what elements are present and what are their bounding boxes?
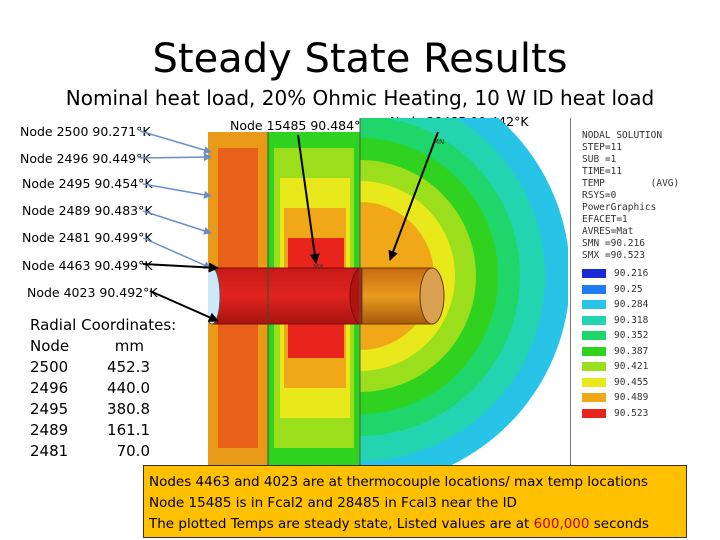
radial-node: 2495 bbox=[30, 400, 69, 418]
note-line-3-prefix: The plotted Temps are steady state, List… bbox=[149, 516, 534, 532]
legend-divider bbox=[570, 118, 571, 465]
node-label-2496: Node 2496 90.449°K bbox=[20, 151, 151, 166]
legend-swatch bbox=[582, 300, 606, 309]
legend-swatch bbox=[582, 331, 606, 340]
col-node-header: Node bbox=[30, 337, 70, 355]
node-label-15485: Node 15485 90.484°K bbox=[230, 118, 369, 133]
radial-row: 2496 440.0 bbox=[30, 379, 150, 400]
legend-header-line: RSYS=0 bbox=[582, 190, 617, 201]
legend-value: 90.352 bbox=[614, 330, 649, 341]
legend-header-line: TEMP (AVG) bbox=[582, 178, 680, 189]
node-label-4023: Node 4023 90.492°K bbox=[27, 285, 158, 300]
radial-mm: 380.8 bbox=[107, 400, 150, 418]
legend-header-line: EFACET=1 bbox=[582, 214, 628, 225]
node-label-2500: Node 2500 90.271°K bbox=[20, 124, 151, 139]
notes-box: Nodes 4463 and 4023 are at thermocouple … bbox=[143, 465, 687, 538]
temperature-contour-plot: MX MN bbox=[208, 118, 568, 465]
legend-swatch bbox=[582, 284, 606, 294]
radial-mm: 440.0 bbox=[107, 379, 150, 397]
node-label-2481: Node 2481 90.499°K bbox=[22, 230, 153, 245]
radial-row: 2500 452.3 bbox=[30, 358, 150, 379]
legend-swatch bbox=[582, 362, 606, 371]
note-line-3: The plotted Temps are steady state, List… bbox=[149, 514, 681, 535]
legend-header-line: PowerGraphics bbox=[582, 202, 657, 213]
slide-title: Steady State Results bbox=[152, 36, 568, 82]
legend-header-line: NODAL SOLUTION bbox=[582, 130, 663, 141]
radial-mm: 161.1 bbox=[107, 421, 150, 439]
legend-value: 90.216 bbox=[614, 268, 649, 279]
radial-title: Radial Coordinates: bbox=[30, 316, 177, 334]
legend-value: 90.318 bbox=[614, 314, 649, 326]
arrow-node-2489 bbox=[142, 210, 212, 235]
radial-row: 2481 70.0 bbox=[30, 442, 150, 463]
legend-value: 90.421 bbox=[614, 361, 649, 372]
node-label-2495: Node 2495 90.454°K bbox=[22, 176, 153, 191]
cylinder-orange-cap bbox=[419, 267, 445, 325]
radial-node: 2500 bbox=[30, 358, 69, 376]
radial-mm: 70.0 bbox=[116, 442, 150, 460]
cylinder-bore bbox=[208, 267, 221, 325]
ansys-legend: NODAL SOLUTION STEP=11 SUB =1 TIME=11 TE… bbox=[574, 118, 720, 419]
legend-swatch bbox=[582, 377, 606, 387]
note-line-3-suffix: seconds bbox=[589, 516, 649, 532]
legend-value: 90.455 bbox=[614, 376, 649, 388]
legend-value: 90.387 bbox=[614, 345, 649, 357]
legend-value: 90.25 bbox=[614, 283, 643, 295]
legend-swatch bbox=[582, 346, 606, 356]
legend-value: 90.284 bbox=[614, 299, 649, 310]
radial-node: 2496 bbox=[30, 379, 69, 397]
legend-value: 90.489 bbox=[614, 392, 649, 403]
note-line-1: Nodes 4463 and 4023 are at thermocouple … bbox=[149, 474, 648, 490]
plot-mn-label: MN bbox=[433, 138, 444, 146]
legend-header-line: STEP=11 bbox=[582, 142, 623, 153]
radial-header-row: Node mm bbox=[30, 337, 150, 358]
legend-header-line: SMN =90.216 bbox=[582, 238, 645, 249]
legend-swatch bbox=[582, 393, 606, 402]
note-line-2: Node 15485 is in Fcal2 and 28485 in Fcal… bbox=[149, 495, 517, 511]
radial-row: 2489 161.1 bbox=[30, 421, 150, 442]
note-highlight-value: 600,000 bbox=[533, 516, 590, 532]
legend-header-line: AVRES=Mat bbox=[582, 226, 634, 237]
radial-row: 2495 380.8 bbox=[30, 400, 150, 421]
legend-swatch bbox=[582, 269, 606, 278]
arrow-node-2481 bbox=[142, 237, 212, 269]
legend-swatch bbox=[582, 315, 606, 325]
slide-subtitle: Nominal heat load, 20% Ohmic Heating, 10… bbox=[65, 86, 655, 110]
cylinder-red bbox=[211, 267, 363, 325]
node-label-2489: Node 2489 90.483°K bbox=[22, 203, 153, 218]
node-label-4463: Node 4463 90.499°K bbox=[22, 258, 153, 273]
col-mm-header: mm bbox=[114, 337, 144, 355]
radial-mm: 452.3 bbox=[107, 358, 150, 376]
legend-header-line: SMX =90.523 bbox=[582, 250, 645, 261]
legend-swatch bbox=[582, 408, 606, 418]
plot-mx-label: MX bbox=[313, 263, 324, 271]
radial-node: 2481 bbox=[30, 442, 69, 460]
legend-value: 90.523 bbox=[614, 407, 649, 419]
arrow-node-4463 bbox=[142, 262, 219, 273]
legend-header-line: SUB =1 bbox=[582, 154, 617, 165]
radial-node: 2489 bbox=[30, 421, 69, 439]
legend-header-line: TIME=11 bbox=[582, 166, 623, 177]
arrow-node-2495 bbox=[142, 183, 212, 199]
